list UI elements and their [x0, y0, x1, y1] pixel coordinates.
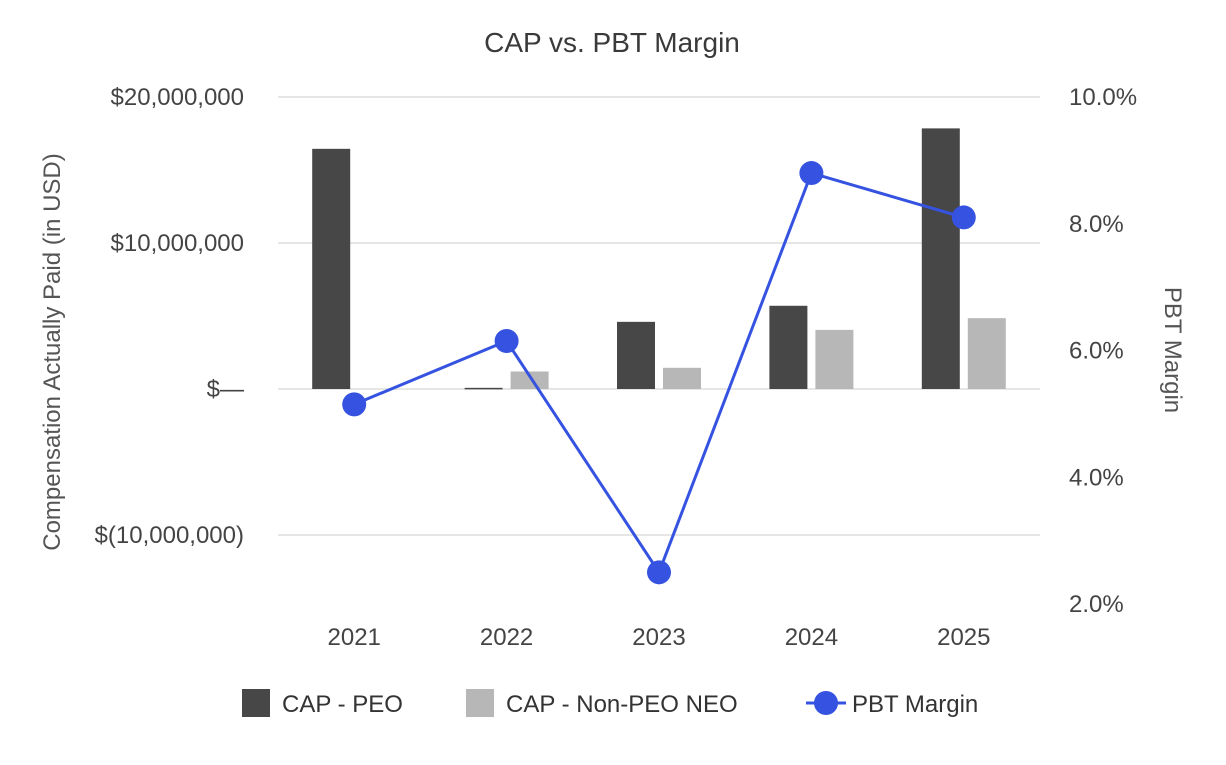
legend-label: PBT Margin — [852, 691, 978, 718]
pbt-margin-point-2023 — [647, 560, 671, 585]
left-axis: $20,000,000 $10,000,000 $— $(10,000,000) — [95, 84, 244, 549]
legend-label: CAP - Non-PEO NEO — [506, 691, 738, 718]
legend-label: CAP - PEO — [282, 691, 403, 718]
x-tick-label: 2024 — [785, 624, 838, 651]
bar-cap-non-peo-neo-2024 — [815, 329, 854, 389]
left-axis-title: Compensation Actually Paid (in USD) — [39, 153, 66, 551]
pbt-margin-point-2024 — [799, 161, 824, 186]
right-tick-label: 8.0% — [1069, 211, 1124, 238]
right-tick-label: 2.0% — [1069, 591, 1124, 618]
x-tick-label: 2021 — [328, 624, 381, 651]
left-tick-label: $— — [207, 376, 244, 403]
right-axis-title: PBT Margin — [1159, 287, 1186, 413]
pbt-margin-point-2025 — [951, 205, 976, 230]
legend-swatch — [242, 689, 270, 717]
chart-title: CAP vs. PBT Margin — [484, 27, 740, 58]
x-axis: 2021 2022 2023 2024 2025 — [328, 624, 991, 651]
bar-cap-non-peo-neo-2023 — [663, 367, 701, 389]
x-tick-label: 2023 — [632, 624, 685, 651]
pbt-margin-point-2021 — [342, 392, 367, 417]
right-tick-label: 6.0% — [1069, 338, 1124, 365]
right-tick-label: 10.0% — [1069, 84, 1137, 111]
x-tick-label: 2022 — [480, 624, 533, 651]
grid-layer — [278, 96, 1040, 536]
bar-cap-peo-2022 — [464, 387, 503, 390]
left-tick-label: $10,000,000 — [111, 230, 244, 257]
legend-marker — [814, 691, 838, 715]
bar-cap-peo-2025 — [921, 128, 960, 389]
right-axis: 10.0% 8.0% 6.0% 4.0% 2.0% — [1069, 84, 1137, 618]
bar-cap-non-peo-neo-2025 — [967, 318, 1006, 389]
bar-cap-peo-2023 — [617, 321, 655, 389]
pbt-margin-line — [353, 171, 965, 576]
legend-swatch — [466, 689, 494, 717]
left-tick-label: $(10,000,000) — [95, 522, 244, 549]
bars-layer — [312, 128, 1006, 390]
bar-cap-peo-2021 — [312, 148, 351, 389]
line-layer — [342, 161, 976, 585]
right-tick-label: 4.0% — [1069, 464, 1124, 491]
x-tick-label: 2025 — [937, 624, 990, 651]
bar-cap-peo-2024 — [769, 305, 808, 389]
bar-cap-non-peo-neo-2022 — [510, 371, 549, 389]
legend: CAP - PEO CAP - Non-PEO NEO PBT Margin — [242, 689, 978, 718]
left-tick-label: $20,000,000 — [111, 84, 244, 111]
pbt-margin-point-2022 — [494, 328, 519, 353]
